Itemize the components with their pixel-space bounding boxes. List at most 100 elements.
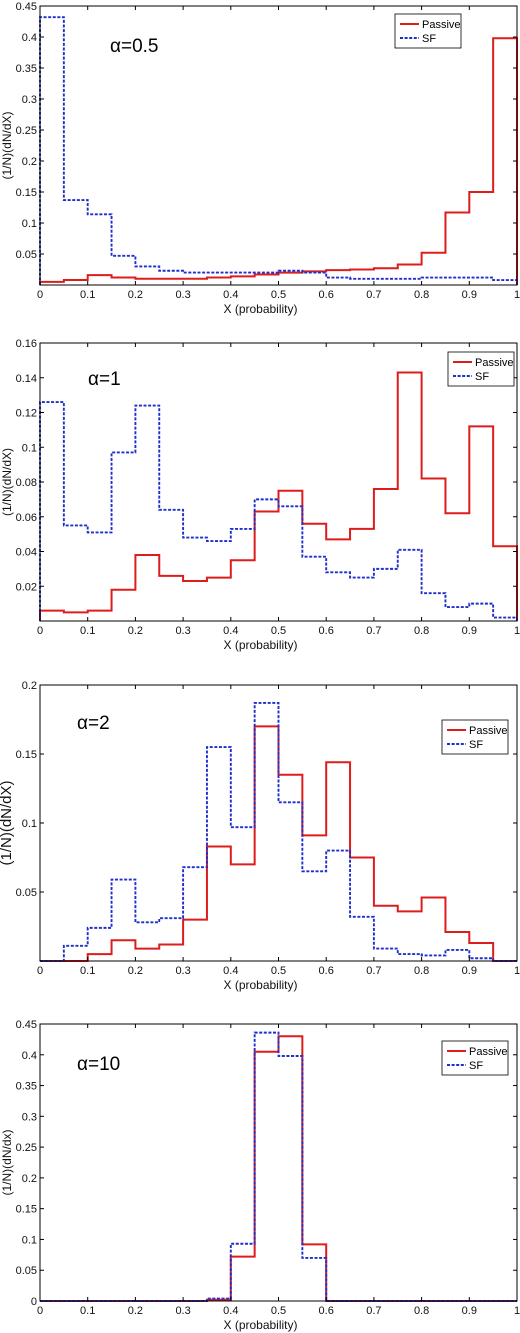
legend-label-passive: Passive	[475, 357, 514, 369]
y-tick-label: 0.3	[22, 1111, 37, 1123]
y-tick-label: 0.1	[22, 818, 37, 830]
legend-label-passive: Passive	[469, 725, 508, 737]
x-tick-label: 0.4	[223, 1305, 238, 1317]
panel-2: 0 0.1 0.2 0.3 0.4 0.5 0.6 0.7 0.8 0.9 1 0.02 0.04 0.0…	[0, 338, 520, 652]
y-tick-label: 0.2	[22, 1173, 37, 1185]
y-tick-label: 0.06	[16, 512, 37, 524]
y-tick-label: 0.15	[16, 187, 37, 199]
x-tick-label: 0	[37, 289, 43, 301]
x-tick-label: 1	[514, 289, 520, 301]
panel-1: 0 0.1 0.2 0.3 0.4 0.5 0.6 0.7 0.8 0.9 1 0.05 0.1 0.15…	[0, 1, 520, 316]
legend: Passive SF	[441, 719, 509, 755]
x-tick-label: 1	[514, 965, 520, 977]
y-tick-label: 0.45	[16, 1, 37, 13]
y-tick-label: 0.02	[16, 581, 37, 593]
y-tick-label: 0.05	[16, 249, 37, 261]
x-tick-label: 1	[514, 1305, 520, 1317]
x-tick-label: 0.9	[462, 1305, 477, 1317]
x-tick-label: 0.4	[223, 289, 238, 301]
x-tick-label: 0.5	[271, 1305, 286, 1317]
x-tick-label: 0.3	[175, 1305, 190, 1317]
legend-label-passive: Passive	[422, 19, 461, 31]
x-axis-label: X (probability)	[223, 302, 297, 316]
y-tick-label: 0.16	[16, 338, 37, 350]
x-tick-label: 0.7	[366, 625, 381, 637]
y-tick-label: 0.3	[22, 94, 37, 106]
y-tick-label: 0.35	[16, 63, 37, 75]
x-tick-label: 0.9	[462, 965, 477, 977]
y-tick-label: 0.25	[16, 125, 37, 137]
series-sf-line	[39, 401, 518, 621]
series-passive-line	[39, 37, 518, 285]
legend-label-passive: Passive	[469, 1046, 508, 1058]
legend: Passive SF	[447, 351, 515, 387]
x-tick-label: 0.2	[128, 625, 143, 637]
x-tick-label: 0.3	[175, 965, 190, 977]
legend-box	[441, 1040, 509, 1076]
y-tick-label: 0.35	[16, 1081, 37, 1093]
x-axis-label: X (probability)	[223, 638, 297, 652]
x-tick-label: 0	[37, 965, 43, 977]
y-tick-label: 0.2	[22, 156, 37, 168]
y-tick-label: 0.4	[22, 32, 37, 44]
x-tick-label: 0.6	[319, 289, 334, 301]
legend: Passive SF	[441, 1040, 509, 1076]
x-tick-label: 0.1	[80, 289, 95, 301]
alpha-annotation: α=0.5	[110, 36, 159, 57]
y-tick-label: 0.45	[16, 1019, 37, 1031]
alpha-annotation: α=10	[77, 1054, 120, 1075]
legend-label-sf: SF	[475, 371, 489, 383]
x-tick-label: 0.2	[128, 1305, 143, 1317]
x-tick-label: 0.1	[80, 965, 95, 977]
series-passive-line	[40, 1035, 517, 1302]
x-tick-label: 0.8	[414, 1305, 429, 1317]
y-tick-label: 0	[31, 1296, 37, 1308]
y-tick-label: 0.1	[22, 218, 37, 230]
series-sf-line	[39, 16, 518, 285]
x-tick-label: 0.1	[80, 625, 95, 637]
legend-label-sf: SF	[422, 33, 436, 45]
alpha-annotation: α=2	[77, 713, 110, 734]
legend-box	[394, 13, 462, 49]
x-tick-label: 0.8	[414, 289, 429, 301]
x-tick-label: 0.2	[128, 289, 143, 301]
x-tick-label: 0.8	[414, 965, 429, 977]
alpha-annotation: α=1	[88, 369, 121, 390]
x-tick-label: 0.9	[462, 289, 477, 301]
y-axis-label: (1/N)(dN/dx)	[0, 1129, 14, 1195]
x-tick-label: 0	[37, 1305, 43, 1317]
x-axis-label: X (probability)	[223, 978, 297, 992]
x-tick-label: 0.5	[271, 625, 286, 637]
y-tick-label: 0.1	[22, 442, 37, 454]
x-tick-label: 0.6	[319, 625, 334, 637]
y-tick-label: 0.15	[16, 1204, 37, 1216]
legend-label-sf: SF	[469, 1060, 483, 1072]
x-tick-label: 0.4	[223, 965, 238, 977]
y-tick-label: 0.12	[16, 408, 37, 420]
x-tick-label: 0.8	[414, 625, 429, 637]
x-tick-label: 0.3	[175, 289, 190, 301]
panel-4: 0 0.1 0.2 0.3 0.4 0.5 0.6 0.7 0.8 0.9 1 0 0.05 0.1 0.1…	[0, 1019, 520, 1332]
x-tick-label: 0.6	[319, 1305, 334, 1317]
y-tick-label: 0.04	[16, 547, 37, 559]
x-tick-label: 0.5	[271, 289, 286, 301]
legend-label-sf: SF	[469, 739, 483, 751]
x-tick-label: 0.1	[80, 1305, 95, 1317]
legend-box	[441, 719, 509, 755]
y-tick-label: 0.25	[16, 1142, 37, 1154]
y-tick-label: 0.2	[22, 680, 37, 692]
y-tick-label: 0.08	[16, 477, 37, 489]
panel-3: 0 0.1 0.2 0.3 0.4 0.5 0.6 0.7 0.8 0.9 1 0.05 0.1 0.15…	[0, 680, 520, 992]
y-tick-label: 0.4	[22, 1050, 37, 1062]
x-tick-label: 0.2	[128, 965, 143, 977]
x-tick-label: 0	[37, 625, 43, 637]
y-tick-label: 0.05	[16, 1265, 37, 1277]
x-tick-label: 0.7	[366, 289, 381, 301]
x-tick-label: 0.6	[319, 965, 334, 977]
y-axis-label: (1/N)(dN/dX)	[0, 111, 14, 179]
y-axis-label: (1/N)(dN/dX)	[0, 448, 14, 516]
y-tick-label: 0.1	[22, 1234, 37, 1246]
x-axis-label: X (probability)	[223, 1318, 297, 1332]
legend: Passive SF	[394, 13, 462, 49]
